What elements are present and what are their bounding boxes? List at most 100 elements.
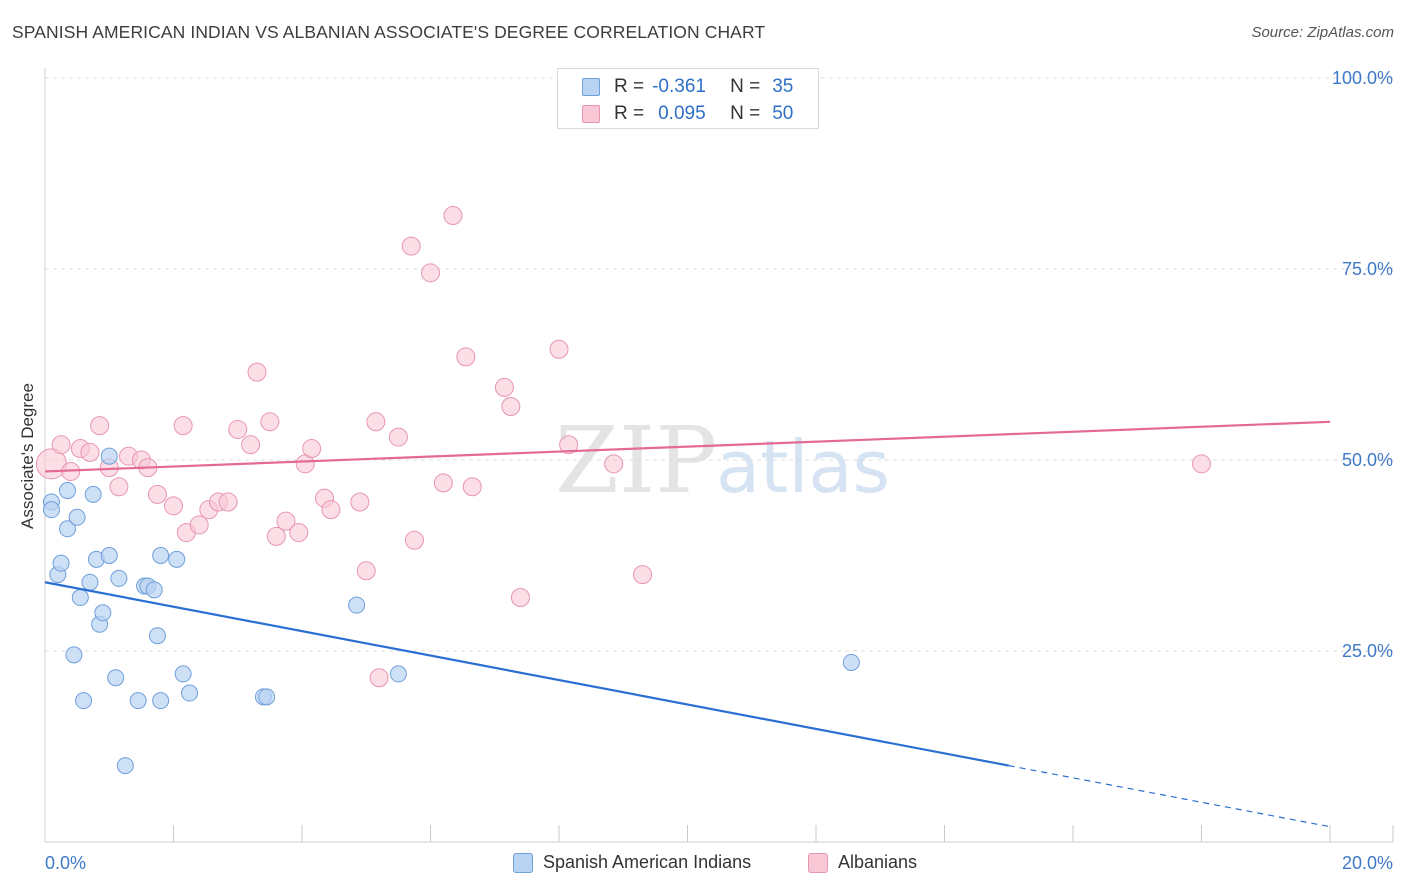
spanish-american-indians-point bbox=[116, 757, 134, 775]
spanish-american-indians-point bbox=[152, 692, 170, 710]
albanians-point bbox=[321, 500, 341, 520]
spanish-american-indians-point bbox=[81, 573, 99, 591]
albanians-point bbox=[366, 412, 386, 432]
albanians-point bbox=[369, 668, 389, 688]
albanians-point bbox=[276, 511, 296, 531]
spanish-american-indians-trend-line bbox=[44, 581, 1009, 767]
spanish-american-indians-point bbox=[100, 447, 118, 465]
spanish-american-indians-point bbox=[148, 627, 166, 645]
legend-n-label: N = bbox=[730, 103, 761, 124]
albanians-point bbox=[228, 419, 248, 439]
y-tick-label: 100.0% bbox=[1332, 68, 1393, 88]
spanish-american-indians-point bbox=[842, 653, 860, 671]
albanians-point bbox=[559, 435, 579, 455]
albanians-point bbox=[164, 496, 183, 516]
legend-n-value: 35 bbox=[772, 76, 794, 97]
spanish-american-indians-point bbox=[42, 501, 60, 519]
spanish-american-indians-points bbox=[42, 447, 860, 775]
series-legend-item-albanians[interactable]: Albanians bbox=[808, 852, 917, 873]
spanish-american-indians-point bbox=[152, 547, 170, 564]
watermark-zip: ZIP bbox=[555, 407, 717, 514]
y-tick-label: 25.0% bbox=[1342, 641, 1393, 661]
spanish-american-indians-point bbox=[348, 596, 366, 614]
spanish-american-indians-point bbox=[145, 581, 163, 599]
source-label: Source: ZipAtlas.com bbox=[1251, 24, 1394, 41]
spanish-american-indians-point bbox=[52, 554, 70, 572]
series-legend-item-spanish-american-indians[interactable]: Spanish American Indians bbox=[513, 852, 751, 873]
y-tick-label: 50.0% bbox=[1342, 450, 1393, 470]
spanish-american-indians-point bbox=[58, 520, 76, 538]
spanish-american-indians-trend-extension bbox=[1008, 765, 1331, 828]
spanish-american-indians-point bbox=[58, 482, 76, 500]
legend-row-spanish-american-indians: R = -0.361 N = 35 bbox=[582, 75, 793, 99]
albanians-point bbox=[241, 435, 261, 455]
albanians-point bbox=[443, 206, 463, 226]
spanish-american-indians-point bbox=[258, 688, 276, 706]
albanians-point bbox=[421, 263, 440, 283]
spanish-american-indians-point bbox=[75, 692, 93, 710]
albanians-point bbox=[109, 477, 129, 497]
spanish-american-indians-point bbox=[84, 485, 102, 503]
legend-r-label: R = bbox=[614, 76, 645, 97]
albanians-point bbox=[218, 492, 238, 512]
albanians-point bbox=[433, 473, 453, 493]
correlation-legend: R = -0.361 N = 35 R = 0.095 N = 50 bbox=[557, 68, 819, 129]
spanish-american-indians-point bbox=[174, 665, 192, 683]
spanish-american-indians-point bbox=[181, 684, 199, 702]
y-tick-label: 75.0% bbox=[1342, 259, 1393, 279]
legend-swatch-blue bbox=[582, 78, 600, 96]
albanians-point bbox=[147, 484, 167, 504]
albanians-point bbox=[456, 347, 476, 367]
albanians-point bbox=[260, 412, 280, 432]
series-legend-label: Spanish American Indians bbox=[543, 852, 752, 872]
albanians-point bbox=[51, 435, 71, 455]
series-swatch-pink bbox=[808, 852, 828, 873]
legend-r-value: -0.361 bbox=[652, 76, 706, 97]
albanians-point bbox=[350, 492, 370, 512]
albanians-point bbox=[173, 416, 193, 436]
albanians-point bbox=[80, 442, 100, 462]
spanish-american-indians-point bbox=[94, 604, 112, 622]
series-legend-label: Albanians bbox=[838, 852, 918, 872]
albanians-point bbox=[266, 526, 286, 546]
albanians-point bbox=[1192, 454, 1211, 474]
y-axis-label: Associate's Degree bbox=[18, 383, 37, 529]
albanians-point bbox=[462, 477, 482, 497]
spanish-american-indians-point bbox=[129, 692, 147, 710]
spanish-american-indians-point bbox=[71, 589, 89, 607]
legend-r-value: 0.095 bbox=[658, 103, 706, 124]
albanians-point bbox=[401, 236, 421, 256]
legend-r-label: R = bbox=[614, 103, 645, 124]
albanians-point bbox=[302, 439, 322, 459]
spanish-american-indians-point bbox=[65, 646, 83, 664]
albanians-point bbox=[494, 377, 514, 397]
albanians-trend-line bbox=[44, 420, 1331, 473]
albanians-point bbox=[388, 427, 408, 447]
albanians-point bbox=[549, 339, 569, 359]
legend-swatch-pink bbox=[582, 105, 600, 123]
series-swatch-blue bbox=[513, 852, 533, 873]
x-tick-label: 20.0% bbox=[1342, 853, 1393, 873]
legend-row-albanians: R = 0.095 N = 50 bbox=[582, 102, 793, 126]
albanians-point bbox=[90, 416, 110, 436]
albanians-point bbox=[356, 561, 376, 581]
spanish-american-indians-point bbox=[168, 550, 186, 568]
albanians-point bbox=[289, 523, 309, 543]
legend-n-label: N = bbox=[730, 76, 761, 97]
albanians-point bbox=[247, 362, 267, 382]
spanish-american-indians-point bbox=[110, 569, 128, 587]
spanish-american-indians-point bbox=[107, 669, 125, 687]
spanish-american-indians-point bbox=[389, 665, 407, 683]
trend-lines bbox=[44, 420, 1331, 828]
spanish-american-indians-point bbox=[68, 508, 86, 526]
chart-title: SPANISH AMERICAN INDIAN VS ALBANIAN ASSO… bbox=[12, 22, 766, 42]
legend-n-value: 50 bbox=[772, 103, 794, 124]
albanians-point bbox=[633, 565, 653, 585]
spanish-american-indians-point bbox=[100, 547, 118, 564]
albanians-point bbox=[189, 515, 209, 535]
series-legend: Spanish American Indians Albanians bbox=[0, 852, 1406, 876]
watermark-atlas: atlas bbox=[716, 425, 890, 509]
x-tick-label: 0.0% bbox=[45, 853, 86, 873]
axis-layer: 25.0% 50.0% 75.0% 100.0% 0.0% 20.0% bbox=[44, 68, 1394, 873]
